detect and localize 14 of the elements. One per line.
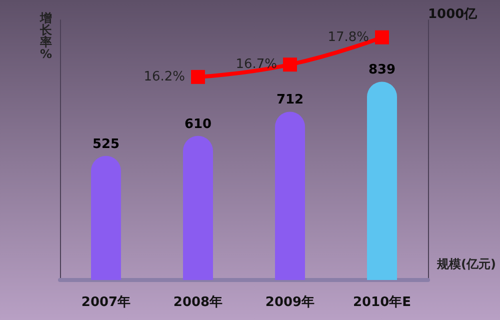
data-label: 712: [276, 92, 304, 108]
x-tick-label: 2010年E: [352, 295, 412, 310]
data-label: 525: [92, 136, 120, 152]
data-label: 16.2%: [144, 69, 185, 84]
x-tick-label: 2009年: [265, 295, 315, 310]
annotation: 1000亿: [428, 7, 478, 22]
y2-axis-title: 增长率%: [39, 11, 53, 61]
data-label: 839: [368, 62, 396, 78]
x-tick-label: 2008年: [173, 295, 223, 310]
data-label: 610: [184, 116, 212, 132]
x-tick-label: 2007年: [81, 295, 131, 310]
data-label: 17.8%: [328, 30, 369, 45]
data-label: 16.7%: [236, 57, 277, 72]
y-axis-title: 规模(亿元): [436, 257, 496, 271]
